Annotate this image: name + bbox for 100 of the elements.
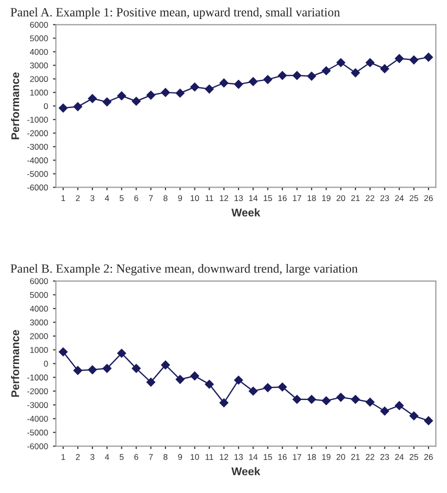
point (190, 372, 200, 380)
x-tick-label: 4 (104, 195, 110, 202)
x-tick-label: 22 (366, 195, 374, 202)
x-tick-label: 4 (104, 454, 110, 460)
point (307, 394, 316, 404)
point (88, 365, 97, 374)
y-tick-label: -6000 (27, 184, 48, 190)
point (176, 374, 185, 384)
point (394, 401, 404, 410)
point (161, 88, 170, 97)
point (292, 394, 302, 404)
y-tick-label: -6000 (27, 443, 48, 450)
x-tick-label: 5 (120, 454, 124, 460)
point (234, 80, 243, 89)
point (263, 383, 272, 392)
y-tick-label: -5000 (27, 170, 48, 177)
point (336, 58, 346, 68)
x-tick-label: 25 (410, 454, 418, 460)
point (117, 348, 126, 358)
x-tick-label: 18 (308, 195, 316, 202)
point (234, 376, 243, 385)
point (394, 54, 404, 63)
chart-title: Panel A. Example 1: Positive mean, upward trend, small variation (10, 8, 340, 19)
x-tick-label: 6 (134, 195, 138, 202)
point (248, 386, 258, 396)
x-tick-label: 10 (190, 454, 200, 460)
point (366, 58, 375, 68)
x-tick-label: 8 (164, 195, 168, 202)
x-tick-label: 17 (293, 195, 302, 202)
point (73, 102, 82, 112)
x-tick-label: 1 (62, 195, 66, 202)
y-tick-label: 6000 (30, 278, 48, 284)
point (117, 91, 126, 100)
x-tick-label: 2 (76, 454, 80, 460)
x-tick-label: 11 (206, 454, 214, 460)
x-tick-label: 3 (90, 454, 94, 460)
x-tick-label: 6 (134, 454, 138, 460)
x-tick-label: 13 (234, 195, 243, 202)
x-tick-label: 19 (322, 195, 330, 202)
point (204, 380, 214, 389)
y-tick-label: -3000 (27, 402, 48, 408)
y-tick-label: -1000 (27, 374, 48, 380)
chart-title: Panel B. Example 2: Negative mean, downward trend, large variation (10, 264, 358, 276)
point (424, 416, 433, 426)
x-tick-label: 18 (308, 454, 316, 460)
x-tick-label: 16 (278, 195, 287, 202)
point (161, 360, 170, 370)
point (351, 394, 360, 404)
point (58, 347, 68, 356)
x-tick-label: 26 (424, 195, 433, 202)
x-axis-title: Week (231, 467, 260, 476)
y-tick-label: 4000 (30, 306, 48, 312)
point (424, 52, 433, 62)
x-tick-label: 24 (395, 195, 404, 202)
point (278, 382, 287, 392)
x-tick-label: 22 (366, 454, 374, 460)
point (132, 364, 141, 373)
x-tick-label: 3 (90, 195, 94, 202)
x-tick-label: 1 (62, 454, 66, 460)
y-tick-label: 0 (44, 103, 48, 110)
x-tick-label: 14 (249, 195, 258, 202)
x-tick-label: 15 (264, 454, 272, 460)
x-tick-label: 20 (336, 454, 346, 460)
y-tick-label: -3000 (27, 144, 48, 150)
y-tick-label: -1000 (27, 116, 48, 123)
y-tick-label: 5000 (30, 35, 48, 42)
point (88, 94, 97, 103)
y-tick-label: -2000 (27, 388, 48, 394)
point (351, 68, 360, 78)
x-tick-label: 15 (264, 195, 272, 202)
y-tick-label: 2000 (30, 76, 48, 82)
point (102, 364, 112, 373)
point (278, 71, 287, 80)
point (409, 55, 418, 64)
point (73, 366, 82, 375)
y-tick-label: 5000 (30, 292, 48, 298)
x-tick-label: 23 (380, 195, 389, 202)
y-tick-label: -4000 (27, 157, 48, 164)
point (292, 71, 302, 80)
point (219, 78, 228, 88)
y-tick-label: -4000 (27, 416, 48, 422)
x-tick-label: 11 (206, 195, 214, 202)
point (409, 411, 418, 420)
x-tick-label: 19 (322, 454, 330, 460)
x-tick-label: 21 (351, 195, 360, 202)
x-tick-label: 17 (293, 454, 302, 460)
point (322, 396, 331, 406)
y-tick-label: -5000 (27, 430, 48, 436)
point (146, 378, 156, 387)
point (219, 398, 228, 408)
y-tick-label: 3000 (30, 62, 48, 68)
x-tick-label: 8 (164, 454, 168, 460)
y-tick-label: 4000 (30, 48, 48, 55)
point (248, 77, 258, 86)
x-tick-label: 7 (148, 454, 153, 460)
x-tick-label: 2 (76, 195, 80, 202)
x-tick-label: 20 (336, 195, 346, 202)
x-tick-label: 10 (190, 195, 200, 202)
x-tick-label: 24 (395, 454, 404, 460)
x-tick-label: 21 (351, 454, 360, 460)
